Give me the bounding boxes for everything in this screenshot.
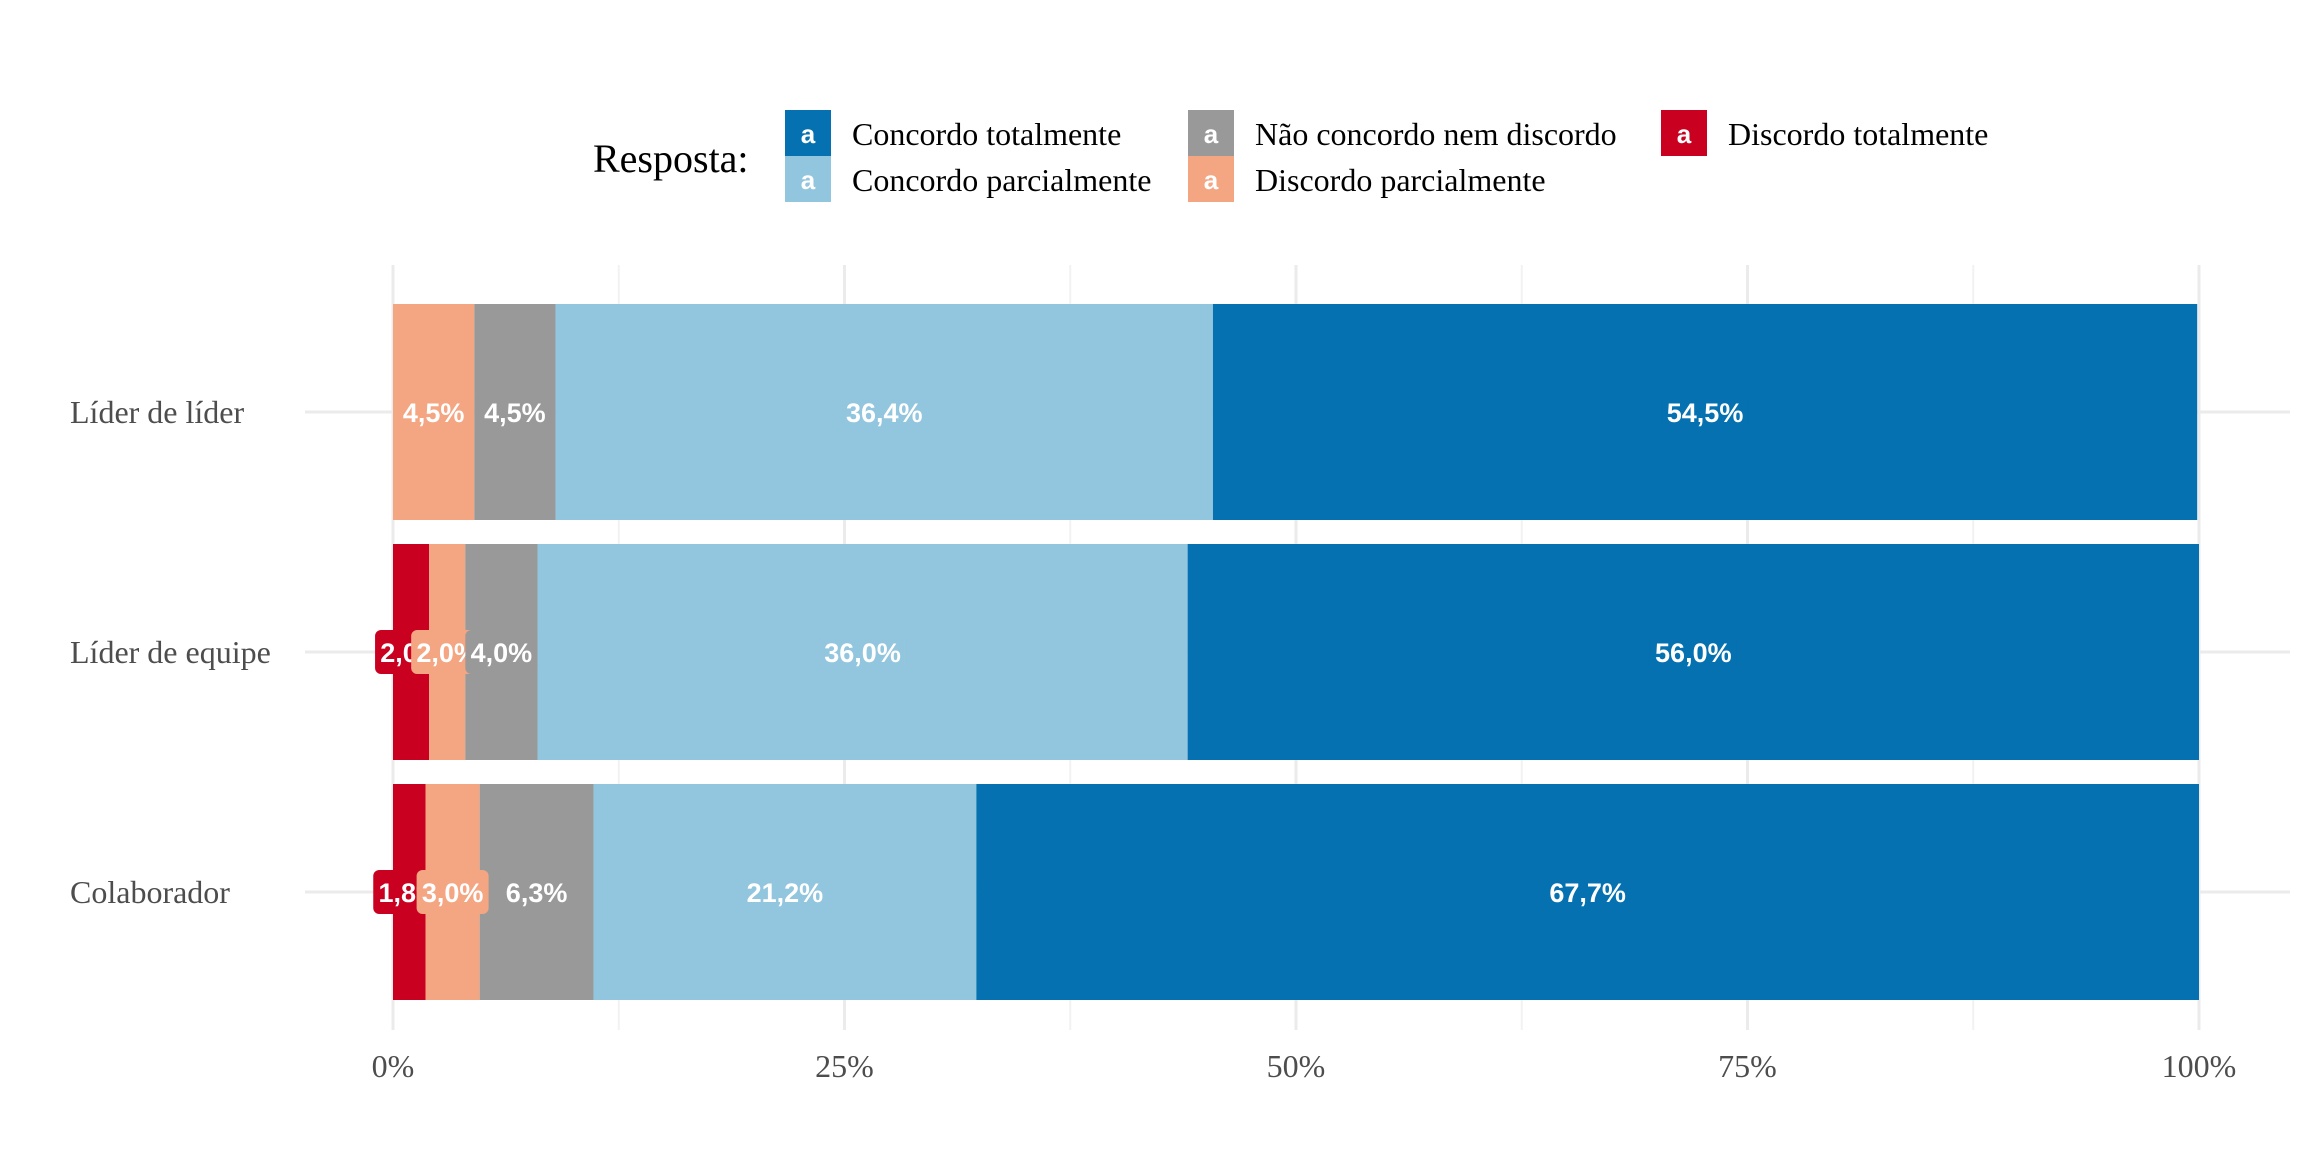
data-label-box-nao-concordo-nem-discordo-lider-de-equipe: [465, 630, 538, 674]
data-label-box-concordo-totalmente-lider-de-lider: [1661, 390, 1749, 434]
y-tick-label-lider-de-equipe: Líder de equipe: [70, 634, 271, 670]
legend-key-concordo-totalmente: [785, 110, 831, 156]
legend-key-concordo-parcialmente: [785, 156, 831, 202]
data-label-box-discordo-parcialmente-lider-de-equipe: [411, 630, 484, 674]
data-label-concordo-parcialmente-colaborador: 21,2%: [747, 878, 824, 908]
data-label-nao-concordo-nem-discordo-colaborador: 6,3%: [506, 878, 568, 908]
data-label-box-concordo-totalmente-colaborador: [1544, 870, 1632, 914]
y-axis: Líder de líder Líder de equipe Colaborador: [70, 394, 271, 910]
data-label-box-concordo-parcialmente-lider-de-equipe: [819, 630, 907, 674]
legend-key-glyph: a: [801, 165, 816, 195]
data-label-box-concordo-totalmente-lider-de-equipe: [1649, 630, 1737, 674]
data-labels: 4,5% 4,5% 36,4% 54,5%2,0%2,0%4,0% 36,0% 56,0%…: [373, 390, 1749, 914]
legend: Resposta: a Concordo totalmente a Concordo p…: [593, 110, 1988, 202]
data-label-concordo-parcialmente-lider-de-equipe: 36,0%: [824, 638, 901, 668]
legend-key-discordo-parcialmente: [1188, 156, 1234, 202]
legend-label-concordo-parcialmente: Concordo parcialmente: [852, 162, 1151, 198]
data-label-concordo-totalmente-colaborador: 67,7%: [1549, 878, 1626, 908]
legend-title: Resposta:: [593, 136, 749, 181]
data-label-box-nao-concordo-nem-discordo-lider-de-lider: [478, 390, 551, 434]
x-tick-label-100pct: 100%: [2162, 1048, 2237, 1084]
data-label-concordo-totalmente-lider-de-equipe: 56,0%: [1655, 638, 1732, 668]
legend-key-glyph: a: [1204, 119, 1219, 149]
data-label-concordo-parcialmente-lider-de-lider: 36,4%: [846, 398, 923, 428]
data-label-nao-concordo-nem-discordo-lider-de-equipe: 4,0%: [471, 638, 533, 668]
data-label-box-nao-concordo-nem-discordo-colaborador: [500, 870, 573, 914]
legend-label-discordo-totalmente: Discordo totalmente: [1728, 116, 1988, 152]
legend-key-discordo-totalmente: [1661, 110, 1707, 156]
x-tick-label-75pct: 75%: [1718, 1048, 1777, 1084]
legend-label-concordo-totalmente: Concordo totalmente: [852, 116, 1121, 152]
x-tick-label-0pct: 0%: [372, 1048, 415, 1084]
data-label-discordo-parcialmente-lider-de-lider: 4,5%: [403, 398, 465, 428]
data-label-concordo-totalmente-lider-de-lider: 54,5%: [1667, 398, 1744, 428]
data-label-box-concordo-parcialmente-colaborador: [741, 870, 829, 914]
legend-key-glyph: a: [1677, 119, 1692, 149]
legend-key-glyph: a: [801, 119, 816, 149]
y-tick-label-colaborador: Colaborador: [70, 874, 230, 910]
legend-key-nao-concordo-nem-discordo: [1188, 110, 1234, 156]
x-tick-label-50pct: 50%: [1267, 1048, 1326, 1084]
legend-label-nao-concordo-nem-discordo: Não concordo nem discordo: [1255, 116, 1617, 152]
data-label-box-concordo-parcialmente-lider-de-lider: [840, 390, 928, 434]
legend-key-glyph: a: [1204, 165, 1219, 195]
y-tick-label-lider-de-lider: Líder de líder: [70, 394, 244, 430]
data-label-box-discordo-parcialmente-lider-de-lider: [397, 390, 470, 434]
data-label-box-discordo-parcialmente-colaborador: [416, 870, 489, 914]
x-axis: 0% 25% 50% 75% 100%: [372, 1048, 2237, 1084]
bars: [393, 304, 2199, 1000]
legend-label-discordo-parcialmente: Discordo parcialmente: [1255, 162, 1546, 198]
data-label-nao-concordo-nem-discordo-lider-de-lider: 4,5%: [484, 398, 546, 428]
data-label-discordo-parcialmente-colaborador: 3,0%: [422, 878, 484, 908]
x-tick-label-25pct: 25%: [815, 1048, 874, 1084]
